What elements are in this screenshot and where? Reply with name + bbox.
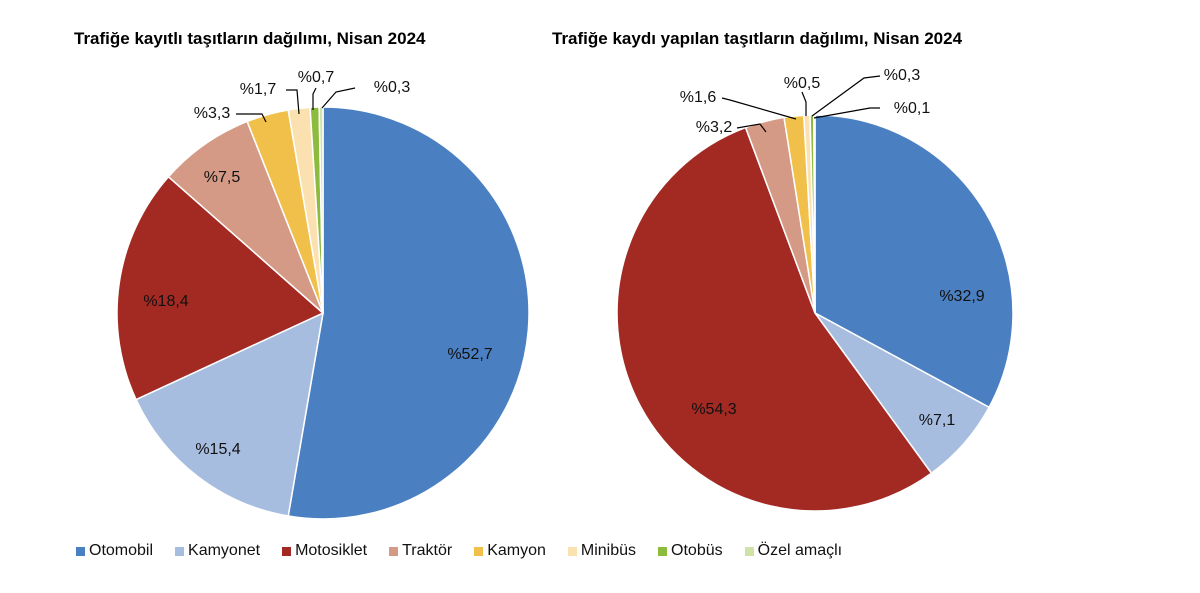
pie-2-leader-line <box>813 107 880 119</box>
pie-2-data-label: %3,2 <box>696 119 733 136</box>
pie-1-data-label: %15,4 <box>195 441 240 458</box>
legend-item-otomobil: Otomobil <box>76 542 153 560</box>
legend-label: Otomobil <box>89 542 154 559</box>
pie-2-data-label: %0,1 <box>894 100 931 117</box>
pie-2-leader-line <box>811 75 881 117</box>
legend-label: Traktör <box>402 542 453 559</box>
pie-2-leader-line <box>801 91 807 116</box>
legend-item-minibüs: Minibüs <box>567 542 637 560</box>
legend-label: Kamyon <box>487 542 546 559</box>
legend-swatch <box>175 546 185 556</box>
legend-swatch <box>389 546 399 556</box>
pie-1-slice-motosiklet <box>116 175 325 401</box>
pie-2-data-label: %32,9 <box>939 288 984 305</box>
legend-item-kamyon: Kamyon <box>474 542 546 560</box>
pie-1-leader-line <box>312 87 317 110</box>
pie-chart-registered: %52,7 %15,4 %18,4 %7,5 %3,3 %1,7 %0,7 %0,3 <box>116 69 530 520</box>
legend-label: Özel amaçlı <box>757 542 843 559</box>
legend-item-traktör: Traktör <box>389 542 452 560</box>
legend-swatch <box>474 546 484 556</box>
legend-label: Kamyonet <box>188 542 261 559</box>
legend: Otomobil Kamyonet Motosiklet Traktör Kamyon M… <box>76 540 1116 562</box>
pie-1-data-label: %3,3 <box>194 105 231 122</box>
pie-1-leader-line <box>286 89 300 115</box>
pie-1-data-label: %0,3 <box>374 79 411 96</box>
legend-swatch <box>567 546 577 556</box>
legend-item-özel-amaçlı: Özel amaçlı <box>744 542 843 560</box>
pie-2-slice-otomobil <box>814 114 1014 409</box>
chart-2-title: Trafiğe kaydı yapılan taşıtların dağılım… <box>552 29 963 48</box>
legend-label: Motosiklet <box>295 542 368 559</box>
pie-1-data-label: %7,5 <box>204 169 241 186</box>
legend-swatch <box>282 546 292 556</box>
pie-chart-new-registrations: %32,9 %7,1 %54,3 %3,2 %1,6 %0,5 %0,3 %0,1 <box>616 67 1014 512</box>
pie-1-data-label: %1,7 <box>240 81 277 98</box>
pie-1-leader-line <box>321 87 356 109</box>
pie-1-slice-kamyonet <box>135 311 324 517</box>
pie-1-data-label: %52,7 <box>447 346 492 363</box>
legend-item-otobüs: Otobüs <box>658 542 723 560</box>
pie-1-data-label: %0,7 <box>298 69 335 86</box>
legend-swatch <box>744 546 754 556</box>
pie-2-data-label: %54,3 <box>691 401 736 418</box>
chart-1-title: Trafiğe kayıtlı taşıtların dağılımı, Nis… <box>74 29 426 48</box>
pie-2-leader-line <box>736 123 767 133</box>
legend-swatch <box>76 546 85 556</box>
pie-1-leader-line <box>236 113 267 123</box>
pie-2-data-label: %0,5 <box>784 75 821 92</box>
legend-item-kamyonet: Kamyonet <box>175 542 260 560</box>
legend-swatch <box>658 546 668 556</box>
pie-2-data-label: %7,1 <box>919 412 956 429</box>
pie-2-data-label: %0,3 <box>884 67 921 84</box>
pie-2-slice-motosiklet <box>616 126 933 512</box>
pie-1-slice-otomobil <box>287 106 530 520</box>
legend-label: Otobüs <box>671 542 723 559</box>
legend-label: Minibüs <box>580 542 637 559</box>
pie-1-data-label: %18,4 <box>143 293 188 310</box>
pie-1-slice-traktör <box>167 120 324 314</box>
pie-2-leader-line <box>721 97 797 120</box>
legend-item-motosiklet: Motosiklet <box>282 542 367 560</box>
pie-2-data-label: %1,6 <box>680 89 717 106</box>
